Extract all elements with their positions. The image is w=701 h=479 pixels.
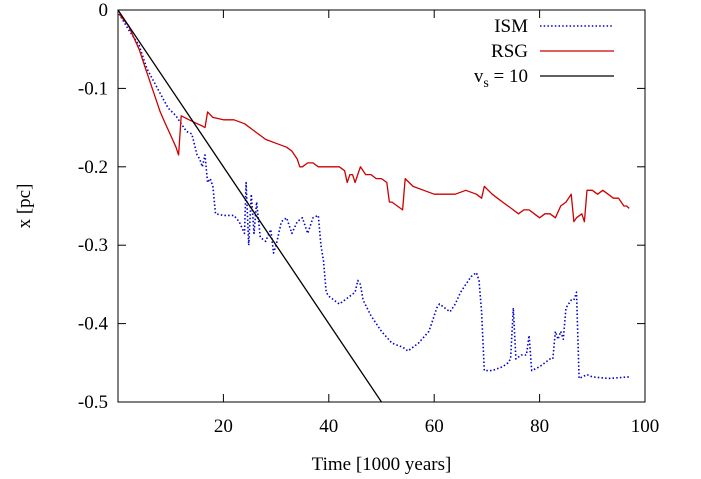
axis-tick-labels: 20 40 60 80 100 0 -0.1 -0.2 -0.3 -0.4 -0.5 xyxy=(78,0,659,437)
legend-label-vs: vs = 10 xyxy=(474,66,528,91)
y-tick-label: -0.3 xyxy=(78,235,108,256)
legend-label-vs-main: v xyxy=(474,66,484,87)
x-tick-label: 100 xyxy=(631,416,660,437)
y-tick-label: -0.2 xyxy=(78,157,108,178)
legend: ISM RSG vs = 10 xyxy=(474,16,614,91)
y-tick-label: -0.4 xyxy=(78,314,109,335)
x-tick-label: 80 xyxy=(530,416,549,437)
legend-label-ism: ISM xyxy=(494,16,528,37)
legend-label-vs-subscript: s xyxy=(483,76,488,91)
series-line-rsg xyxy=(118,13,630,223)
y-tick-label: -0.5 xyxy=(78,392,108,413)
legend-label-vs-rest: = 10 xyxy=(489,66,528,87)
y-axis-title: x [pc] xyxy=(14,184,35,229)
series-line-vs10 xyxy=(118,10,383,402)
x-axis-title: Time [1000 years] xyxy=(312,454,452,475)
series-line-ism xyxy=(118,13,630,380)
y-tick-label: -0.1 xyxy=(78,78,108,99)
y-tick-label: 0 xyxy=(99,0,109,21)
legend-label-rsg: RSG xyxy=(491,41,528,62)
x-tick-label: 40 xyxy=(319,416,338,437)
x-tick-label: 60 xyxy=(425,416,444,437)
series-layer xyxy=(118,10,630,402)
x-tick-label: 20 xyxy=(214,416,233,437)
plot-frame xyxy=(117,9,646,403)
axis-ticks xyxy=(118,9,646,403)
